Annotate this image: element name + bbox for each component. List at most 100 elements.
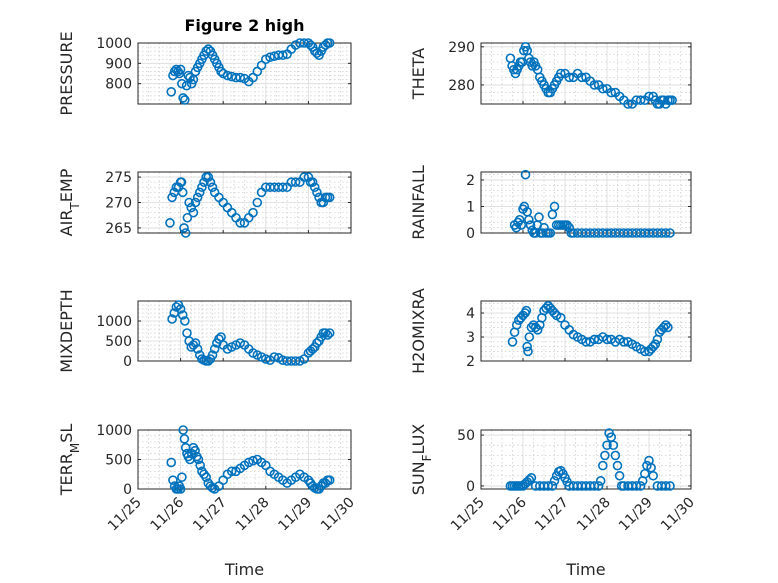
data-point [324,38,335,48]
data-point [324,328,335,338]
series-theta [505,42,677,109]
series-terr_msl [166,425,335,494]
y-axis-label: RAINFALL [409,165,428,240]
data-point [184,197,194,208]
data-point [169,66,180,77]
data-point [166,457,177,468]
y-tick-label: 1 [466,199,475,215]
data-point [178,425,188,435]
data-point [324,475,335,485]
data-point [182,212,193,223]
data-point [635,481,646,491]
data-point [665,228,675,238]
data-point [192,192,203,203]
x-tick-label: 11/28 [574,495,614,535]
data-point [168,475,178,485]
y-tick-label: 2 [466,354,475,370]
data-point [190,197,201,208]
data-point [312,187,322,198]
data-point [650,339,661,350]
data-point [177,472,187,483]
data-point [290,356,301,366]
data-point [519,201,530,212]
data-point [524,332,535,342]
data-point [243,457,254,468]
data-point [207,182,218,193]
x-tick-label: 11/25 [448,495,488,535]
data-point [177,187,188,198]
data-point [576,72,587,83]
data-point [201,472,211,483]
data-point [299,172,309,182]
data-point [174,68,185,79]
data-point [547,481,558,491]
data-point [207,350,218,360]
data-point [226,466,237,477]
series-h2omixra [507,300,673,357]
series-pressure [166,38,335,105]
data-point [324,192,335,203]
data-point [307,177,318,187]
y-tick-label: 0 [466,479,475,495]
data-point [167,314,177,324]
y-axis-label: PRESSURE [57,31,76,115]
data-point [549,201,560,212]
y-tick-label: 900 [105,56,132,72]
data-point [589,481,600,491]
y-axis-label: H2OMIXRA [409,288,428,374]
data-point [177,78,187,89]
data-point [165,218,175,228]
data-point [252,197,263,208]
x-tick-label: 11/29 [275,495,315,535]
data-point [180,228,191,238]
data-point [511,320,522,330]
data-point [194,187,205,198]
data-point [618,336,629,347]
data-point [320,328,331,338]
y-axis-label: TERRMSL [57,424,82,497]
subplot-rainfall: 0 1 2 RAINFALL [409,165,692,242]
data-point [507,336,518,347]
y-tick-label: 800 [105,77,132,93]
data-point [260,354,271,364]
data-point [193,454,204,465]
data-point [511,222,522,233]
series-rainfall [509,169,675,238]
data-point [665,481,675,491]
data-point [526,322,537,333]
x-axis-label: Time [565,560,605,579]
data-point [175,484,186,494]
x-tick-label: 11/30 [658,495,698,535]
x-tick-label: 11/27 [190,495,230,535]
y-tick-label: 265 [105,221,132,237]
y-tick-label: 50 [457,428,475,444]
data-point [523,346,533,357]
data-point [524,475,535,485]
axes-box [480,42,692,105]
data-point [606,87,617,98]
data-point [663,322,673,333]
series-air_temp [165,172,335,238]
y-tick-label: 1000 [96,36,132,52]
data-point [597,460,608,471]
y-tick-label: 0 [466,226,475,242]
x-tick-label: 11/27 [532,495,572,535]
y-axis-label: MIXDEPTH [57,289,76,372]
data-point [608,440,619,451]
x-tick-label: 11/29 [616,495,656,535]
subplot-theta: 280 290 THETA [409,40,692,109]
data-point [222,70,233,81]
data-point [660,481,671,491]
data-point [248,455,258,466]
data-point [602,334,612,345]
subplot-mixdepth: 0 500 1000 MIXDEPTH [57,289,352,373]
data-point [555,68,566,79]
data-point [660,228,671,238]
subplot-sun_flux: 0 50 SUNFLUX 11/25 11/26 11/27 11/28 11/29 11/30… [409,424,698,579]
data-point [180,95,190,105]
data-point [623,99,633,109]
data-point [597,83,608,94]
data-point [181,80,192,91]
y-tick-label: 280 [448,78,475,94]
